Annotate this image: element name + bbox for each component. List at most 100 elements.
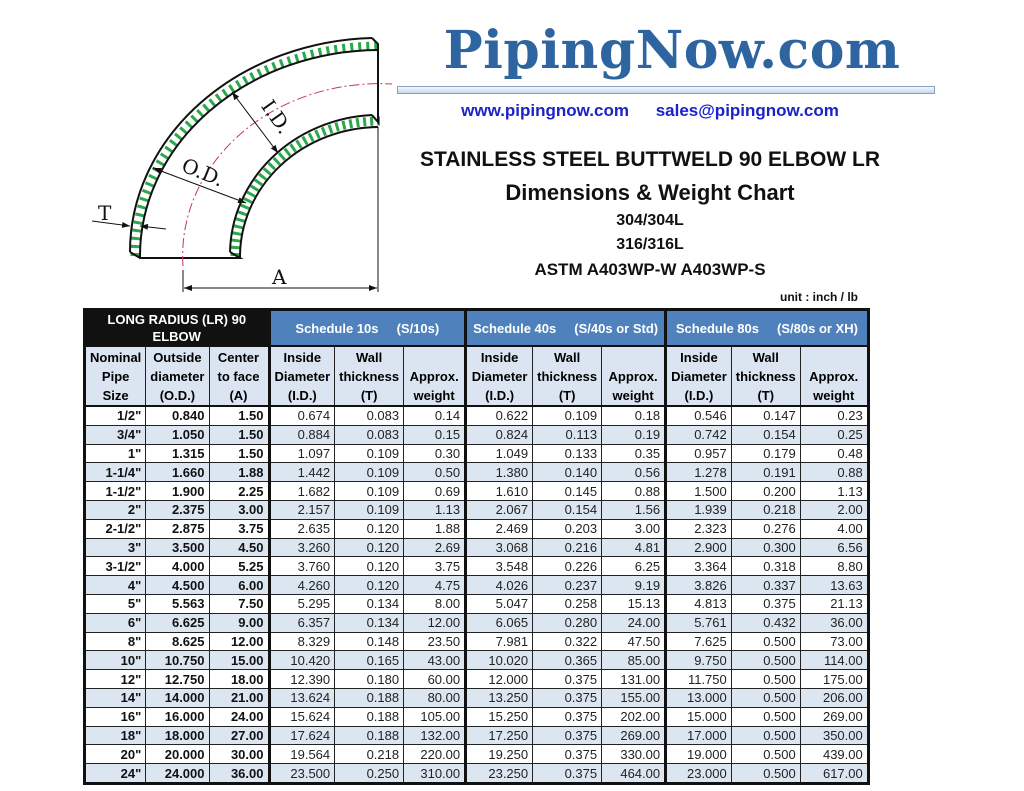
astm-spec: ASTM A403WP-W A403WP-S: [534, 260, 766, 279]
subtitle: Dimensions & Weight Chart: [505, 180, 795, 205]
table-cell: 24.000: [145, 763, 210, 784]
table-cell: 0.375: [730, 593, 801, 614]
table-row: 18" 18.000 27.00 17.624 0.188 132.00 17.250 0.3…: [83, 725, 869, 746]
table-cell: 4.026: [465, 575, 534, 595]
table-cell: 1.13: [403, 499, 468, 520]
table-cell: 0.165: [334, 650, 405, 671]
column-header-line: Wall: [356, 349, 383, 365]
column-header-line: Wall: [752, 349, 779, 365]
column-header-line: (A): [229, 387, 248, 403]
column-header-line: Inside: [283, 349, 322, 365]
table-cell: 0.500: [730, 763, 801, 784]
table-cell: 73.00: [799, 631, 869, 652]
column-header-line: thickness: [339, 368, 400, 384]
table-cell: 0.957: [665, 443, 732, 464]
table-cell: 0.824: [465, 424, 534, 445]
table-row: 24" 24.000 36.00 23.500 0.250 310.00 23.250 0.3…: [83, 763, 869, 784]
table-cell: 0.432: [730, 612, 801, 633]
table-cell: 1.50: [208, 443, 271, 464]
table-cell: 3.75: [403, 556, 468, 577]
table-cell: 0.19: [601, 424, 668, 445]
website-link[interactable]: www.pipingnow.com: [461, 101, 629, 120]
dimensions-table: LONG RADIUS (LR) 90 ELBOW Schedule 10s (…: [83, 308, 870, 785]
table-cell: 0.109: [334, 443, 405, 464]
column-header-line: Diameter: [274, 368, 331, 384]
table-cell: 85.00: [601, 650, 668, 671]
table-cell: 1.13: [799, 481, 869, 501]
table-cell: 3/4": [83, 424, 147, 445]
table-cell: 0.113: [532, 424, 603, 445]
table-cell: 19.564: [268, 744, 336, 765]
table-cell: 19.000: [665, 744, 732, 765]
table-cell: 1.682: [268, 481, 336, 501]
table-cell: 0.133: [532, 443, 603, 464]
table-cell: 12.00: [208, 631, 271, 652]
table-cell: 1-1/4": [83, 462, 147, 483]
table-cell: 0.35: [601, 443, 668, 464]
column-header-line: Inside: [680, 349, 718, 365]
table-cell: 1.939: [665, 499, 732, 520]
table-cell: 0.25: [799, 424, 869, 445]
table-cell: 1.278: [665, 462, 732, 483]
table-cell: 0.375: [532, 725, 603, 746]
table-cell: 7.625: [665, 631, 732, 652]
table-cell: 18": [83, 725, 147, 746]
table-row: 16" 16.000 24.00 15.624 0.188 105.00 15.250 0.3…: [83, 706, 869, 727]
table-row: 2" 2.375 3.00 2.157 0.109 1.13 2.067 0.154 1.56 1…: [83, 499, 869, 520]
column-header-line: (T): [360, 387, 378, 403]
table-cell: 12.750: [145, 669, 210, 689]
table-cell: 0.742: [665, 424, 732, 445]
table-cell: 0.083: [334, 405, 405, 426]
table-cell: 3.548: [465, 556, 534, 577]
email-link[interactable]: sales@pipingnow.com: [655, 101, 839, 120]
table-cell: 1": [83, 443, 147, 464]
table-cell: 0.375: [532, 744, 603, 765]
table-cell: 2-1/2": [83, 518, 147, 539]
table-cell: 6.56: [799, 537, 869, 558]
table-cell: 23.50: [403, 631, 468, 652]
table-cell: 0.258: [532, 593, 603, 614]
table-cell: 21.00: [208, 687, 271, 708]
table-cell: 0.622: [465, 405, 534, 426]
divider: [397, 86, 935, 94]
column-header-line: (I.D.): [684, 387, 714, 403]
table-row: 5" 5.563 7.50 5.295 0.134 8.00 5.047 0.258 15.13…: [83, 593, 869, 614]
table-cell: 220.00: [403, 744, 468, 765]
table-cell: 5.25: [208, 556, 271, 577]
table-cell: 439.00: [799, 744, 869, 765]
table-cell: 0.180: [334, 669, 405, 689]
column-header: Inside Diameter (I.D.): [268, 345, 336, 407]
table-cell: 5": [83, 593, 147, 614]
table-cell: 15.13: [601, 593, 668, 614]
table-cell: 0.237: [532, 575, 603, 595]
column-header-line: weight: [612, 387, 654, 403]
column-header-line: (O.D.): [159, 387, 196, 403]
column-header-line: Approx.: [409, 368, 459, 384]
table-cell: 5.563: [145, 593, 210, 614]
table-cell: 17.624: [268, 725, 336, 746]
table-cell: 1.660: [145, 462, 210, 483]
table-cell: 0.50: [403, 462, 468, 483]
column-header-line: (I.D.): [485, 387, 515, 403]
table-cell: 0.337: [730, 575, 801, 595]
table-cell: 3.500: [145, 537, 210, 558]
table-cell: 4.00: [799, 518, 869, 539]
table-cell: 0.365: [532, 650, 603, 671]
table-cell: 20": [83, 744, 147, 765]
table-cell: 310.00: [403, 763, 468, 784]
table-cell: 0.191: [730, 462, 801, 483]
table-row: 6" 6.625 9.00 6.357 0.134 12.00 6.065 0.280 24.0…: [83, 612, 869, 633]
table-cell: 0.250: [334, 763, 405, 784]
table-cell: 0.375: [532, 669, 603, 689]
column-header-line: Center: [217, 349, 260, 365]
table-cell: 1.88: [403, 518, 468, 539]
table-cell: 0.083: [334, 424, 405, 445]
table-cell: 0.884: [268, 424, 336, 445]
table-cell: 4.500: [145, 575, 210, 595]
column-header-line: (I.D.): [287, 387, 317, 403]
table-cell: 9.750: [665, 650, 732, 671]
table-cell: 0.375: [532, 706, 603, 727]
column-header-line: Outside: [153, 349, 202, 365]
table-cell: 24": [83, 763, 147, 784]
group-header-sch10: Schedule 10s (S/10s): [268, 309, 468, 347]
